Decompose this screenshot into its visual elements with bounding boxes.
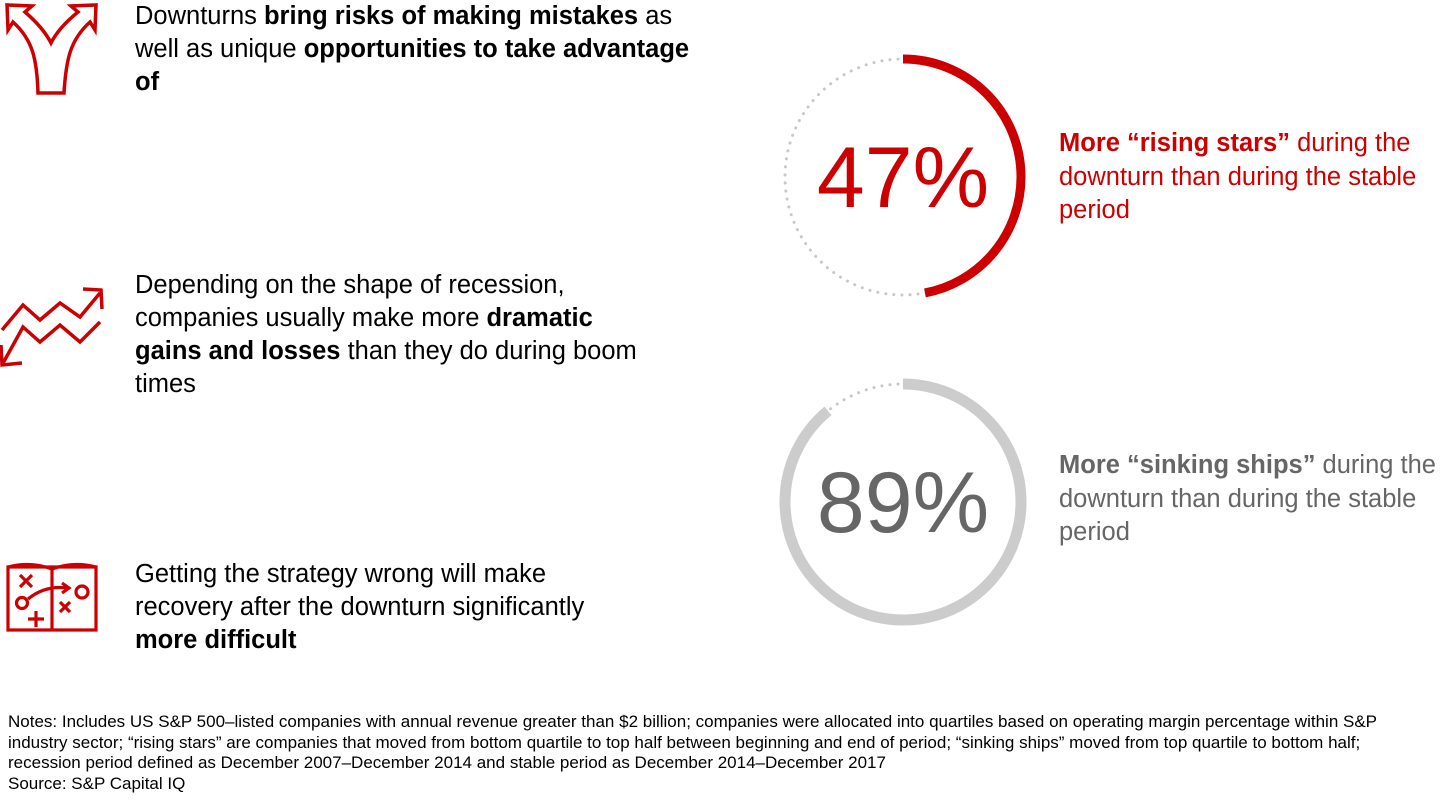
rising-stars-caption: More “rising stars” during the downturn … bbox=[1059, 127, 1439, 228]
point-text-segment: more difficult bbox=[135, 626, 297, 654]
point-strategy-recovery: Getting the strategy wrong will make rec… bbox=[135, 558, 645, 657]
point-text-segment: as well as unique bbox=[135, 2, 673, 63]
caption-bold: More “rising stars” bbox=[1059, 129, 1290, 157]
source-text: Source: S&P Capital IQ bbox=[8, 773, 186, 793]
point-text-segment: than they do during boom times bbox=[135, 337, 637, 398]
ring-value-arc bbox=[780, 54, 1026, 300]
caption-rest: during the downturn than during the stab… bbox=[1059, 129, 1417, 224]
diverging-arrows-icon bbox=[5, 3, 98, 95]
ring-percent-label: 89% bbox=[817, 455, 989, 551]
caption-rest: during the downturn than during the stab… bbox=[1059, 451, 1436, 546]
point-risks-opportunities: Downturns bring risks of making mistakes… bbox=[135, 0, 695, 99]
point-text-segment: Downturns bbox=[135, 2, 264, 30]
point-text-segment: opportunities to take advantage of bbox=[135, 35, 690, 96]
zigzag-up-down-arrows-icon bbox=[0, 287, 104, 367]
point-text-segment: bring risks of making mistakes bbox=[263, 2, 639, 30]
notes: Notes: Includes US S&P 500–listed compan… bbox=[8, 712, 1433, 794]
point-text-segment: Getting the strategy wrong will make rec… bbox=[135, 560, 585, 621]
ring-value-arc bbox=[779, 378, 1027, 626]
strategy-playbook-icon bbox=[6, 562, 98, 632]
point-text-segment: dramatic gains and losses bbox=[135, 304, 593, 365]
sinking-ships-caption: More “sinking ships” during the downturn… bbox=[1059, 449, 1439, 550]
notes-text: Notes: Includes US S&P 500–listed compan… bbox=[8, 712, 1377, 773]
ring-percent-label: 47% bbox=[817, 130, 989, 226]
point-text-segment: Depending on the shape of recession, com… bbox=[135, 271, 565, 332]
sinking-ships-ring: 89% bbox=[779, 378, 1027, 626]
caption-bold: More “sinking ships” bbox=[1059, 451, 1316, 479]
rising-stars-ring: 47% bbox=[780, 54, 1026, 300]
point-gains-losses: Depending on the shape of recession, com… bbox=[135, 269, 655, 401]
